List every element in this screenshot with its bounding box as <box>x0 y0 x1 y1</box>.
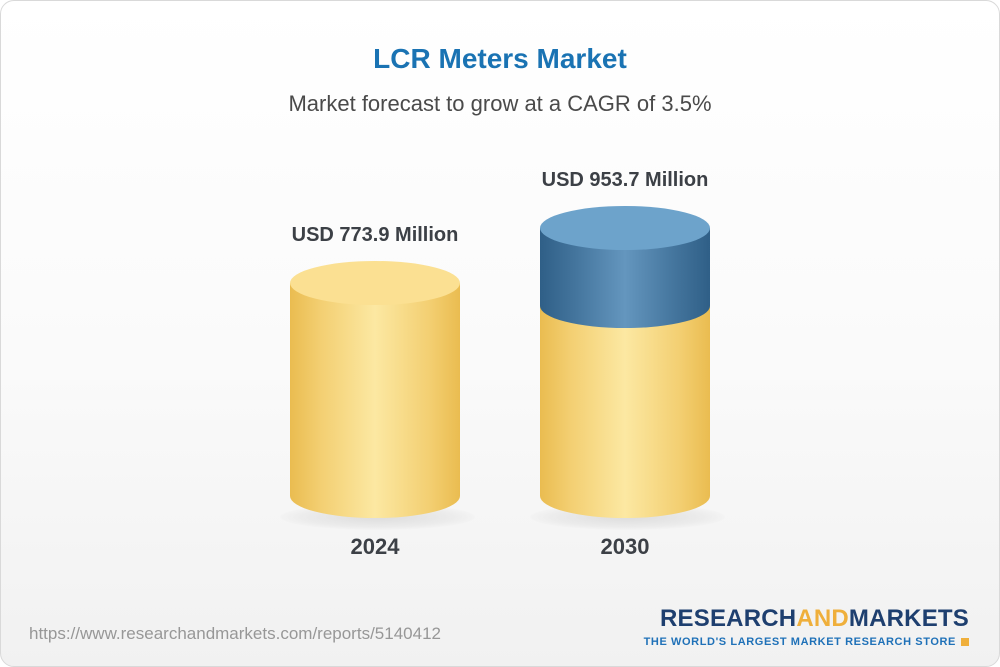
logo-word-research: RESEARCH <box>660 605 797 632</box>
cylinder-2024 <box>280 261 475 530</box>
cylinder-2030 <box>530 206 725 530</box>
logo-tagline: THE WORLD'S LARGEST MARKET RESEARCH STOR… <box>644 636 969 648</box>
logo-word-and: AND <box>796 605 849 632</box>
value-label-2030: USD 953.7 Million <box>541 169 709 191</box>
page-title: LCR Meters Market <box>373 43 627 74</box>
page-subtitle: Market forecast to grow at a CAGR of 3.5… <box>288 91 712 116</box>
research-and-markets-logo: RESEARCHANDMARKETS THE WORLD'S LARGEST M… <box>644 605 969 648</box>
year-label-2024: 2024 <box>350 534 400 559</box>
bar-group-2030: USD 953.7 Million 2030 <box>530 169 725 560</box>
cylinder-body <box>290 283 460 496</box>
growth-segment-top-ellipse <box>540 206 710 250</box>
value-label-2024: USD 773.9 Million <box>291 224 459 246</box>
chart-area: USD 773.9 Million 2024 USD 953.7 Million… <box>1 169 999 560</box>
year-label-2030: 2030 <box>600 534 650 559</box>
cylinder-body-base-segment <box>540 306 710 496</box>
logo-wordmark: RESEARCHANDMARKETS <box>644 605 969 633</box>
logo-word-markets: MARKETS <box>848 605 969 632</box>
bar-group-2024: USD 773.9 Million 2024 <box>280 224 475 560</box>
cylinder-top-ellipse <box>290 261 460 305</box>
logo-tagline-text: THE WORLD'S LARGEST MARKET RESEARCH STOR… <box>643 636 956 648</box>
report-url: https://www.researchandmarkets.com/repor… <box>29 624 441 643</box>
tagline-dot-icon <box>961 638 969 646</box>
